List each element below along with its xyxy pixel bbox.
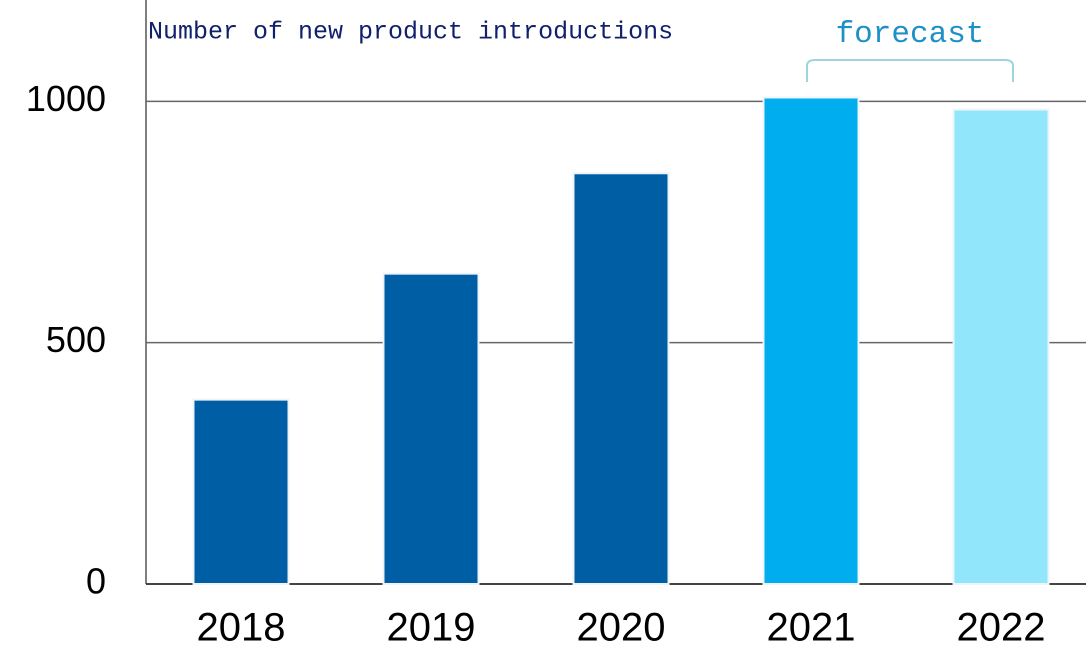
y-tick-label: 0 (86, 561, 106, 602)
chart-title: Number of new product introductions (148, 18, 673, 47)
bar (762, 96, 860, 586)
bar (382, 272, 480, 585)
x-tick-label: 2021 (767, 606, 856, 650)
bar (192, 398, 290, 586)
bar (952, 108, 1050, 585)
x-tick-label: 2019 (387, 606, 476, 650)
x-tick-label: 2018 (197, 606, 286, 650)
y-tick-label: 500 (46, 319, 106, 360)
x-tick-label: 2022 (957, 606, 1046, 650)
annotation: forecast (836, 17, 985, 52)
y-tick-label: 1000 (26, 78, 106, 119)
annotation-bracket (806, 59, 1014, 82)
x-tick-label: 2020 (577, 606, 666, 650)
bar (572, 172, 670, 586)
